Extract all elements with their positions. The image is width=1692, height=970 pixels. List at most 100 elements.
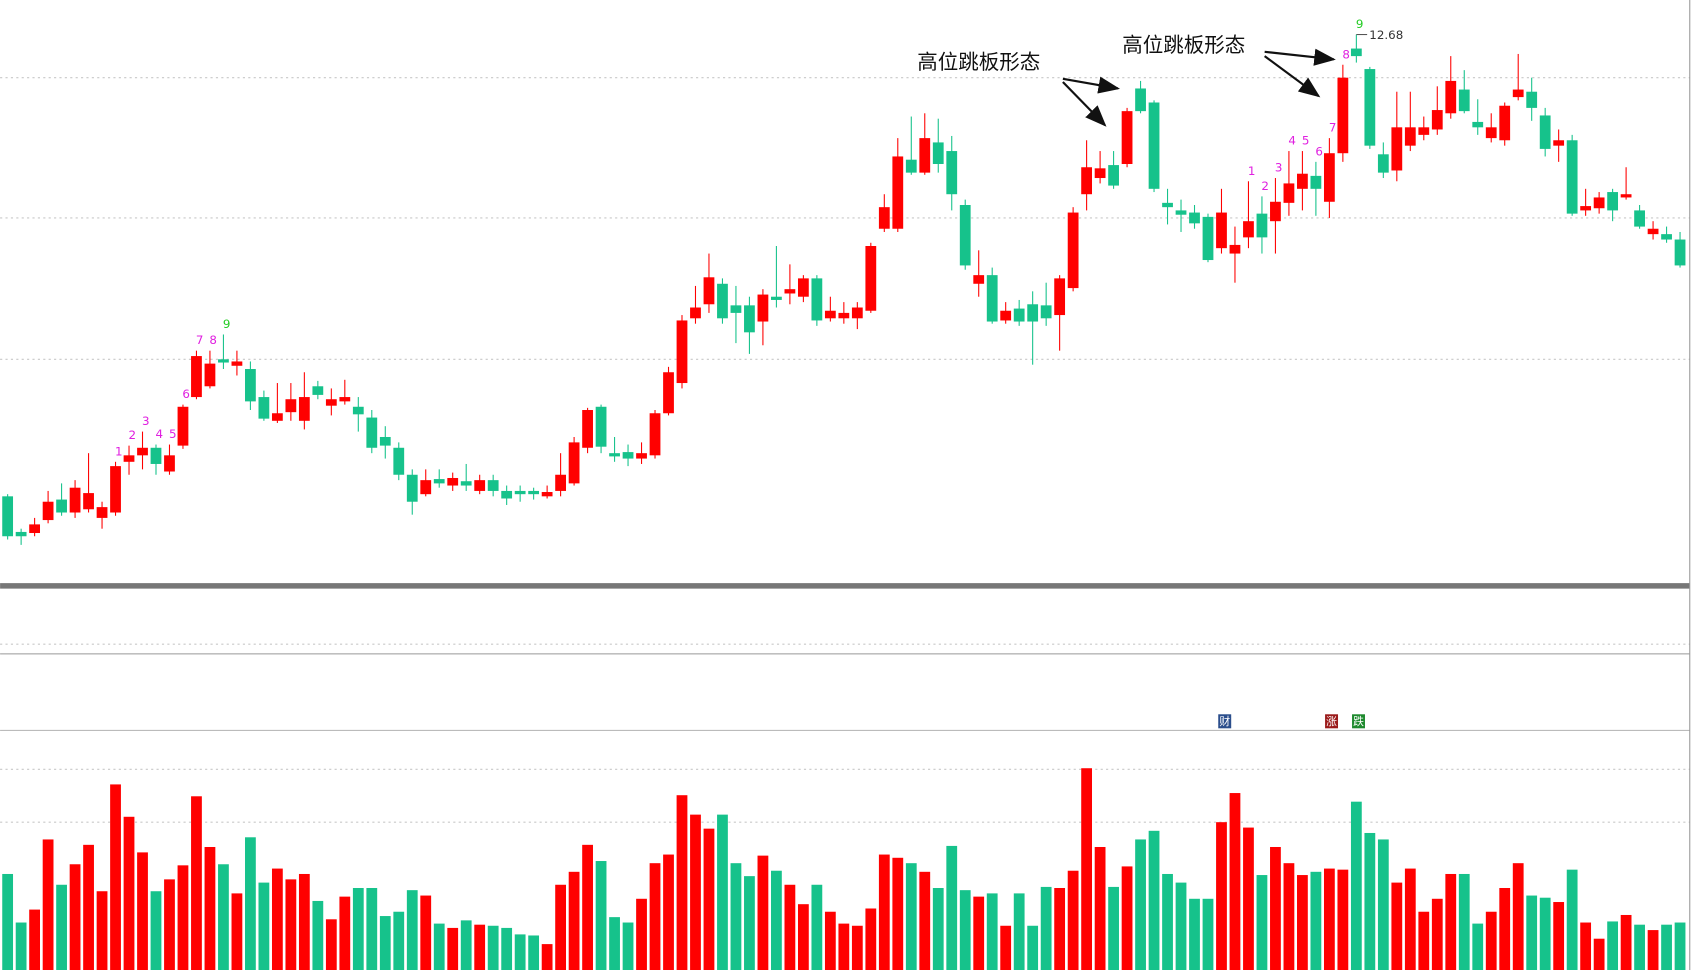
countdown-label: 5	[169, 427, 177, 441]
candle-body	[393, 447, 405, 475]
volume-bar	[366, 887, 378, 970]
volume-bar	[1229, 793, 1241, 970]
candle-body	[1189, 212, 1200, 224]
candle-body	[137, 447, 148, 456]
countdown-label: 1	[1248, 164, 1256, 178]
volume-bar	[204, 846, 216, 970]
volume-bar	[1337, 869, 1349, 970]
volume-bar	[1539, 897, 1551, 970]
countdown-label: 5	[1302, 134, 1310, 148]
volume-bar	[730, 863, 742, 970]
candle-body	[582, 410, 593, 448]
volume-bar	[892, 857, 904, 970]
candle-body	[649, 413, 661, 456]
volume-bar	[1607, 921, 1619, 970]
volume-bar	[1323, 868, 1335, 970]
candle-body	[973, 275, 985, 284]
candle-body	[838, 312, 850, 319]
volume-bar	[1054, 887, 1066, 970]
volume-bar	[1000, 925, 1012, 970]
volume-bar	[1512, 863, 1524, 970]
arrow	[1264, 55, 1321, 98]
candle-body	[1337, 77, 1349, 154]
candle-body	[1256, 213, 1268, 238]
candle-body	[878, 207, 890, 229]
candle-body	[218, 359, 229, 363]
candle-body	[1404, 127, 1416, 146]
candle-body	[905, 159, 917, 173]
candle-body	[1283, 183, 1295, 203]
candle-body	[1000, 310, 1012, 321]
volume-bar	[29, 909, 41, 970]
candle-body	[568, 442, 580, 484]
candle-body	[177, 406, 189, 446]
volume-bar	[164, 879, 175, 970]
candle-body	[1270, 201, 1281, 222]
candle-body	[757, 294, 769, 322]
candle-body	[1108, 165, 1119, 186]
volume-bar	[1553, 902, 1565, 970]
candle-body	[298, 397, 310, 421]
candle-body	[528, 490, 540, 495]
volume-bar	[83, 844, 94, 970]
volume-bar	[339, 896, 351, 970]
volume-bar	[1243, 827, 1254, 970]
volume-bar	[1674, 922, 1686, 970]
volume-bar	[1620, 914, 1632, 970]
volume-bar	[69, 864, 81, 970]
volume-bar	[1040, 886, 1052, 970]
volume-bar	[744, 876, 755, 970]
candle-body	[1229, 244, 1241, 254]
volume-bar	[932, 887, 944, 970]
marker-box	[1218, 714, 1232, 729]
candle-body	[851, 307, 863, 319]
volume-bar	[218, 864, 229, 970]
candle-body	[1634, 210, 1645, 227]
candle-body	[1350, 48, 1362, 57]
volume-bar	[1067, 870, 1079, 970]
volume-bar	[1499, 887, 1511, 970]
volume-bar	[1013, 893, 1025, 970]
volume-bar	[703, 828, 715, 970]
candle-body	[1620, 194, 1632, 198]
candle-body	[932, 142, 944, 165]
volume-bar	[649, 863, 661, 970]
high-label: 12.68	[1369, 28, 1403, 42]
volume-bar	[919, 871, 931, 970]
candle-body	[1135, 88, 1146, 112]
candle-body	[1094, 168, 1106, 179]
volume-bar	[150, 891, 162, 970]
volume-bar	[1526, 895, 1538, 970]
candle-body	[959, 205, 971, 266]
countdown-label: 8	[1342, 47, 1350, 61]
volume-bar	[1634, 924, 1645, 970]
candle-body	[352, 406, 364, 415]
candle-body	[271, 413, 283, 421]
candle-body	[150, 447, 162, 464]
volume-bar	[878, 854, 890, 970]
volume-bar	[447, 927, 459, 970]
volume-bar	[1580, 922, 1592, 970]
arrow	[1062, 81, 1107, 127]
countdown-label: 2	[1261, 179, 1269, 193]
candle-body	[1054, 278, 1066, 316]
candle-body	[690, 307, 701, 319]
countdown-label: 3	[1275, 161, 1283, 175]
candle-body	[56, 499, 67, 513]
candle-body	[1647, 228, 1659, 235]
candle-body	[1674, 239, 1686, 266]
candle-body	[514, 490, 526, 495]
candle-body	[245, 369, 256, 402]
marker-box	[1325, 714, 1339, 729]
candle-body	[231, 361, 243, 366]
volume-bar	[1404, 868, 1416, 970]
candle-body	[460, 481, 472, 486]
candle-body	[406, 474, 418, 502]
volume-bar	[312, 900, 324, 970]
candle-body	[1485, 127, 1497, 139]
volume-bar	[1418, 911, 1430, 970]
volume-bar	[379, 916, 391, 970]
volume-bar	[285, 879, 297, 970]
annotation: 高位跳板形态	[1122, 33, 1245, 57]
volume-bar	[771, 870, 782, 970]
